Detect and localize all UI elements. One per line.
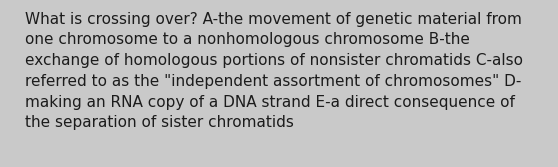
Text: What is crossing over? A-the movement of genetic material from
one chromosome to: What is crossing over? A-the movement of… — [25, 12, 523, 130]
